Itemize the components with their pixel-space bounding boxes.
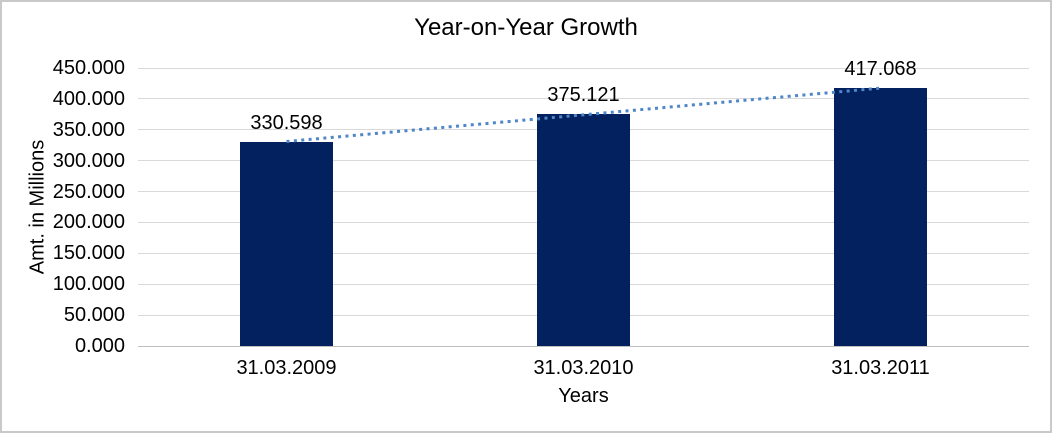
y-tick-label: 150.000 <box>52 242 125 265</box>
y-tick-label: 200.000 <box>52 211 125 234</box>
bar <box>240 141 333 346</box>
chart-title: Year-on-Year Growth <box>414 14 638 41</box>
bar <box>834 88 927 346</box>
y-tick-label: 350.000 <box>52 118 125 141</box>
y-tick-label: 400.000 <box>52 87 125 110</box>
data-label: 417.068 <box>844 58 917 81</box>
y-tick-label: 450.000 <box>52 57 125 79</box>
y-tick-label: 100.000 <box>52 273 125 296</box>
y-tick-label: 250.000 <box>52 180 125 203</box>
x-axis-line <box>138 345 1029 347</box>
y-tick-label: 0.000 <box>74 335 125 357</box>
x-tick-label: 31.03.2010 <box>533 357 634 379</box>
bar <box>537 114 630 346</box>
x-axis-title: Years <box>558 385 609 407</box>
y-tick-label: 300.000 <box>52 149 125 172</box>
data-label: 330.598 <box>250 111 323 134</box>
y-tick-label: 50.000 <box>63 304 125 327</box>
x-tick-label: 31.03.2011 <box>831 357 930 379</box>
gridline <box>138 67 1029 69</box>
x-tick-label: 31.03.2009 <box>236 357 337 379</box>
data-label: 375.121 <box>547 84 620 107</box>
